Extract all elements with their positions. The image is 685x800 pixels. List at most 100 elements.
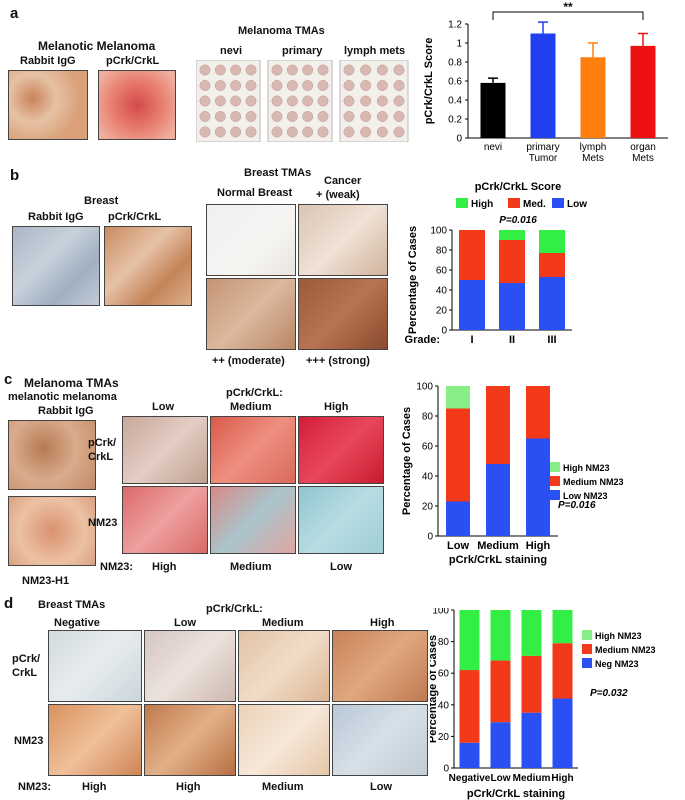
tma-core xyxy=(360,126,372,138)
breast-normal-image xyxy=(206,204,296,276)
chart-a-ytick-label: 0.4 xyxy=(448,96,462,107)
tma-core xyxy=(214,80,226,91)
tma-core xyxy=(214,111,226,122)
grid-c-header: pCrk/CrkL: xyxy=(226,387,283,399)
chart-c-bar-segment xyxy=(526,438,550,536)
grid-b-normal-breast: Normal Breast xyxy=(217,187,293,199)
tma-core xyxy=(302,64,314,76)
tma-core xyxy=(286,80,298,91)
chart-b-title: pCrk/CrkL Score xyxy=(475,181,562,193)
panel-b-label: b xyxy=(10,167,20,184)
chart-d-bar-segment xyxy=(521,610,542,656)
chart-d-bar-segment xyxy=(490,610,511,661)
panel-c-left-sub1: melanotic melanoma xyxy=(8,391,117,403)
tma-core xyxy=(376,126,388,138)
panel-b-ihc-label-pcrk: pCrk/CrkL xyxy=(108,211,162,223)
tma-core xyxy=(230,95,242,107)
breast-d-pcrk-medium xyxy=(238,630,330,702)
chart-c-category-label: High xyxy=(526,540,551,552)
melanoma-c-nm23-medium xyxy=(210,486,296,554)
melanoma-tma-slides xyxy=(196,60,409,142)
chart-c-ytick-label: 40 xyxy=(422,472,434,483)
chart-b-ytick-label: 60 xyxy=(436,266,448,277)
grid-d-nm23-low: Low xyxy=(370,781,392,793)
panel-d-label: d xyxy=(4,595,14,612)
grid-c-col-low: Low xyxy=(152,401,174,413)
chart-b-bar-segment xyxy=(499,240,525,283)
chart-b-legend-label: High xyxy=(471,199,493,210)
grid-d-col-high: High xyxy=(370,617,395,629)
chart-a-category-label: lymph xyxy=(580,142,607,153)
tma-core xyxy=(245,95,257,107)
chart-a-ytick-label: 1.2 xyxy=(448,20,462,31)
grid-b-strong: +++ (strong) xyxy=(306,355,370,367)
grid-b-cancer: Cancer xyxy=(324,175,362,187)
chart-a-ytick-label: 0.6 xyxy=(448,77,462,88)
chart-d-legend-swatch xyxy=(582,644,592,654)
breast-d-nm23-medium xyxy=(238,704,330,776)
tma-core xyxy=(230,111,242,122)
tma-core xyxy=(317,126,329,138)
grid-d-nm23-high-1: High xyxy=(82,781,107,793)
tma-core xyxy=(317,80,329,91)
chart-a-category-label: Mets xyxy=(582,153,604,164)
chart-c-ytick-label: 20 xyxy=(422,502,434,513)
chart-a-bar xyxy=(630,45,656,138)
breast-igg-image xyxy=(12,226,100,306)
chart-d-legend-swatch xyxy=(582,630,592,640)
breast-d-nm23-low xyxy=(332,704,428,776)
breast-pcrk-image xyxy=(104,226,192,306)
chart-d-bar-segment xyxy=(459,610,480,671)
tma-core xyxy=(199,64,211,76)
chart-a-ytick-label: 1 xyxy=(456,39,462,50)
chart-d-bar-segment xyxy=(521,655,542,713)
tma-core xyxy=(199,126,211,138)
tma-core xyxy=(214,95,226,107)
panel-c-left-sub2: Rabbit IgG xyxy=(38,405,94,417)
chart-d-pvalue: P=0.032 xyxy=(590,688,628,699)
chart-a-bar xyxy=(480,82,506,138)
panel-a-label: a xyxy=(10,5,19,22)
grid-c-row-pcrk-2: CrkL xyxy=(88,451,114,463)
chart-d-category-label: Low xyxy=(491,773,511,784)
tma-core xyxy=(393,80,405,91)
chart-b-pvalue: P=0.016 xyxy=(499,215,537,226)
tma-core xyxy=(286,126,298,138)
breast-d-nm23-high-2 xyxy=(144,704,236,776)
chart-c-bar-segment xyxy=(486,464,510,536)
panel-a-ihc-label-igg: Rabbit IgG xyxy=(20,55,76,67)
grid-b-moderate: ++ (moderate) xyxy=(212,355,285,367)
breast-moderate-image xyxy=(206,278,296,350)
chart-b-ytick-label: 0 xyxy=(441,326,447,337)
chart-c-ytick-label: 0 xyxy=(427,532,433,543)
melanoma-c-pcrk-low xyxy=(122,416,208,484)
chart-b-ytick-label: 20 xyxy=(436,306,448,317)
chart-d-ytick-label: 40 xyxy=(438,700,450,711)
chart-b-bar-segment xyxy=(459,280,485,330)
grid-d-row-pcrk-2: CrkL xyxy=(12,667,38,679)
chart-b-bar-segment xyxy=(539,230,565,253)
tma-core xyxy=(360,80,372,91)
grid-d-col-medium: Medium xyxy=(262,617,304,629)
chart-d-legend-label: High NM23 xyxy=(595,631,642,641)
tma-core xyxy=(214,126,226,138)
chart-d-bar-segment xyxy=(490,722,511,768)
panel-a-ihc-title: Melanotic Melanoma xyxy=(38,39,156,53)
chart-b-xlabel: Grade: xyxy=(405,334,440,346)
panel-b-tma-title: Breast TMAs xyxy=(244,167,312,179)
tma-core xyxy=(271,126,283,138)
panel-b-ihc-label-igg: Rabbit IgG xyxy=(28,211,84,223)
tma-core xyxy=(393,111,405,122)
chart-b-legend-label: Med. xyxy=(523,199,546,210)
breast-d-pcrk-negative xyxy=(48,630,142,702)
tma-core xyxy=(271,111,283,122)
chart-c-bar-segment xyxy=(446,386,470,409)
chart-a-category-label: organ xyxy=(630,142,656,153)
grid-c-nm23-high: High xyxy=(152,561,177,573)
tma-core xyxy=(302,111,314,122)
chart-b-ytick-label: 100 xyxy=(430,226,447,237)
tma-core xyxy=(286,95,298,107)
chart-c-legend-swatch xyxy=(550,462,560,472)
grid-c-row-pcrk-1: pCrk/ xyxy=(88,437,117,449)
